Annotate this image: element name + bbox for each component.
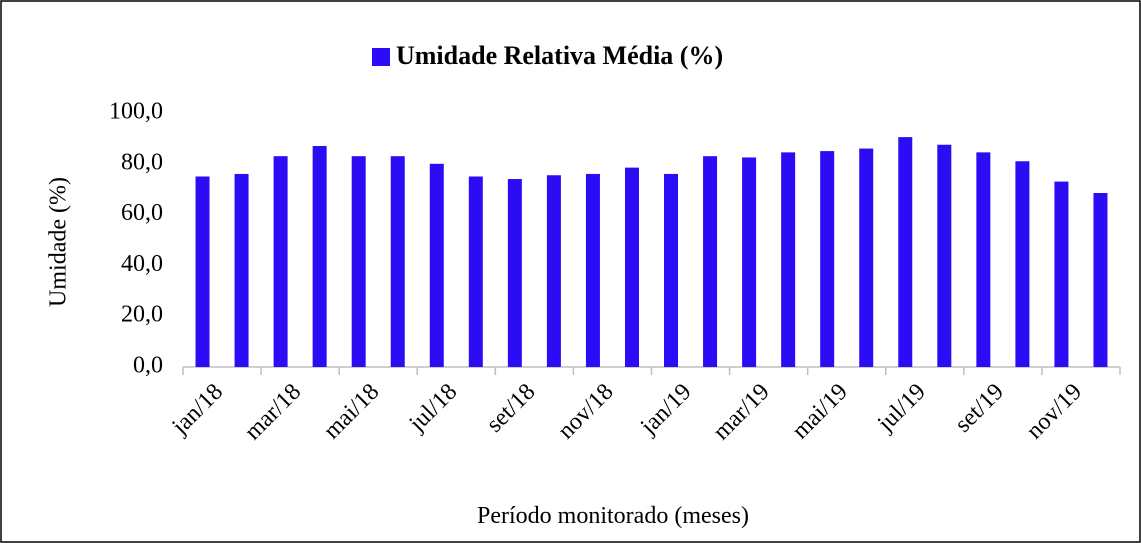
bar bbox=[468, 176, 483, 367]
bar bbox=[624, 167, 639, 367]
bar bbox=[312, 146, 327, 367]
y-tick-label: 40,0 bbox=[121, 251, 163, 277]
bar bbox=[195, 176, 210, 367]
bar bbox=[546, 175, 561, 367]
y-tick-label: 0,0 bbox=[133, 353, 163, 379]
legend-label: Umidade Relativa Média (%) bbox=[396, 41, 723, 70]
x-axis-label: Período monitorado (meses) bbox=[477, 503, 749, 529]
bar bbox=[937, 144, 952, 367]
y-tick-label: 20,0 bbox=[121, 302, 163, 328]
y-tick-label: 100,0 bbox=[109, 99, 163, 125]
y-tick-label: 60,0 bbox=[121, 200, 163, 226]
bar bbox=[781, 152, 796, 367]
bar bbox=[898, 137, 913, 367]
bar bbox=[390, 156, 405, 367]
legend-swatch bbox=[372, 48, 390, 66]
bar bbox=[1015, 161, 1030, 367]
bar bbox=[859, 148, 874, 367]
bar bbox=[1093, 193, 1108, 367]
bar bbox=[742, 157, 757, 367]
bar bbox=[1054, 181, 1069, 367]
bar bbox=[664, 173, 679, 367]
bar bbox=[976, 152, 991, 367]
bar bbox=[351, 156, 366, 367]
bar bbox=[507, 179, 522, 367]
bar bbox=[429, 163, 444, 367]
bar bbox=[703, 156, 718, 367]
y-axis-label: Umidade (%) bbox=[46, 177, 72, 307]
y-tick-label: 80,0 bbox=[121, 149, 163, 175]
bar bbox=[273, 156, 288, 367]
bar bbox=[585, 173, 600, 367]
bar bbox=[234, 173, 249, 367]
bar bbox=[820, 151, 835, 367]
